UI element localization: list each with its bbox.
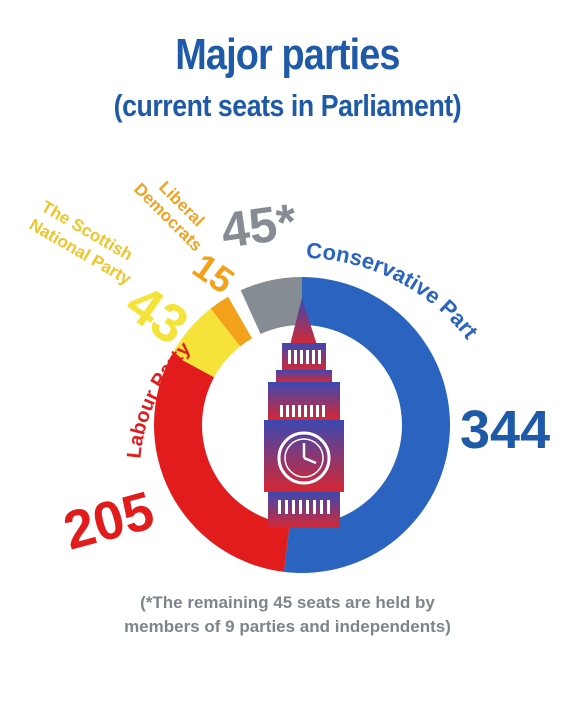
footnote: (*The remaining 45 seats are held by mem… (0, 591, 575, 639)
donut-slices (154, 277, 450, 573)
footnote-line-2: members of 9 parties and independents) (124, 617, 451, 636)
big-ben-icon (264, 298, 344, 528)
slice-libdem (210, 296, 253, 347)
value-other: 45* (218, 193, 301, 259)
slice-snp (171, 308, 241, 378)
slice-other (240, 277, 302, 334)
chart-title: Major parties (175, 30, 400, 79)
footnote-line-1: (*The remaining 45 seats are held by (140, 593, 435, 612)
chart-subtitle: (current seats in Parliament) (113, 88, 462, 123)
value-labour: 205 (58, 480, 161, 561)
value-conservative: 344 (460, 400, 550, 460)
slice-conservative (283, 277, 450, 573)
slice-labour (154, 354, 290, 572)
